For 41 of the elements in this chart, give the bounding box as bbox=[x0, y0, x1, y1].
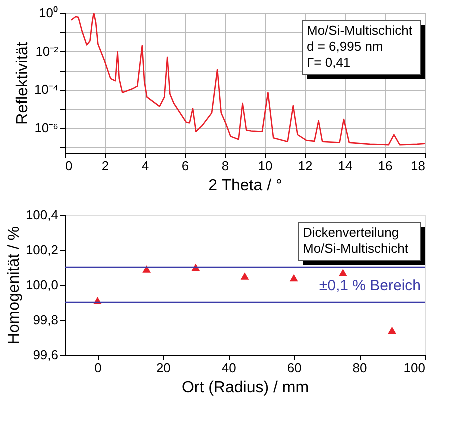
annotation: Mo/Si-Multischicht bbox=[307, 23, 413, 38]
annotation: Dickenverteilung bbox=[303, 225, 400, 240]
x-tick-label: 40 bbox=[222, 360, 236, 376]
x-tick-label: 60 bbox=[287, 360, 302, 376]
x-tick-label: 0 bbox=[94, 360, 102, 376]
x-axis-title: 2 Theta / ° bbox=[208, 178, 282, 194]
y-tick-label: 10⁻² bbox=[36, 44, 60, 59]
y-axis-title: Homogenität / % bbox=[6, 226, 23, 345]
y-tick-label: 10⁰ bbox=[39, 6, 58, 20]
x-tick-label: 0 bbox=[66, 158, 73, 174]
point bbox=[388, 326, 396, 334]
y-tick-label: 99,8 bbox=[33, 312, 58, 328]
point bbox=[290, 274, 298, 282]
ref-line-label: ±0,1 % Bereich bbox=[319, 278, 421, 294]
x-tick-label: 80 bbox=[352, 360, 368, 376]
x-tick-label: 4 bbox=[142, 158, 150, 174]
x-tick-label: 20 bbox=[156, 360, 171, 376]
y-axis-title: Reflektivität bbox=[14, 42, 32, 125]
x-tick-label: 12 bbox=[298, 158, 313, 174]
line-series bbox=[70, 13, 425, 146]
point bbox=[142, 266, 151, 273]
y-tick-label: 10⁻⁶ bbox=[34, 120, 58, 136]
y-tick-label: 100,0 bbox=[26, 278, 58, 292]
x-tick-label: 14 bbox=[338, 158, 353, 174]
y-tick-label: 10⁻⁴ bbox=[34, 82, 58, 98]
x-axis-title: Ort (Radius) / mm bbox=[182, 380, 310, 396]
y-tick-label: 100,4 bbox=[26, 208, 58, 222]
x-tick-label: 18 bbox=[411, 158, 426, 174]
x-tick-label: 6 bbox=[182, 158, 190, 174]
y-tick-label: 100,2 bbox=[26, 242, 58, 258]
annotation: Γ= 0,41 bbox=[307, 55, 351, 70]
annotation: Mo/Si-Multischicht bbox=[303, 241, 409, 256]
point bbox=[339, 269, 348, 276]
annotation: d = 6,995 nm bbox=[307, 39, 384, 54]
x-tick-label: 8 bbox=[222, 158, 230, 174]
x-tick-label: 100 bbox=[404, 360, 426, 376]
point bbox=[240, 272, 250, 280]
x-tick-label: 10 bbox=[258, 158, 273, 174]
y-tick-label: 99,6 bbox=[33, 348, 58, 362]
x-tick-label: 2 bbox=[102, 158, 110, 174]
x-tick-label: 16 bbox=[378, 158, 393, 174]
